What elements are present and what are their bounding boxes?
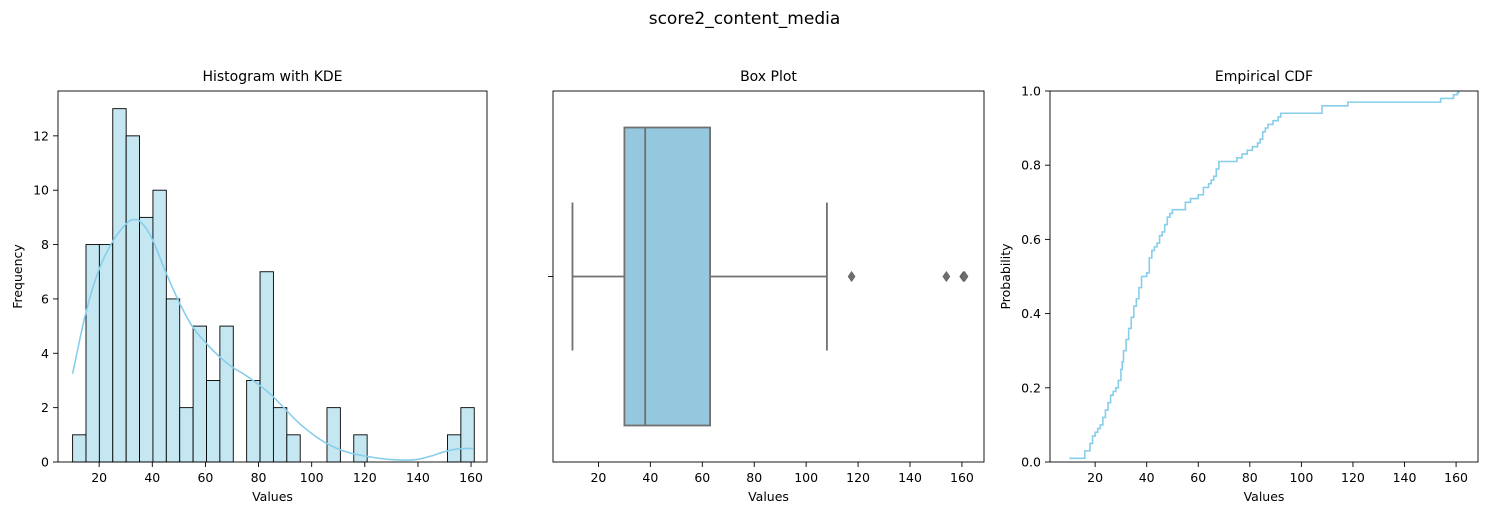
x-tick-label: 60	[197, 470, 213, 485]
x-tick-label: 100	[300, 470, 324, 485]
x-tick-label: 140	[1393, 470, 1417, 485]
histogram-bar	[98, 244, 114, 463]
ecdf-step-line	[1069, 91, 1460, 460]
histogram-bar	[326, 407, 341, 463]
x-tick-label: 20	[590, 470, 606, 485]
histogram-ylabel: Frequency	[10, 244, 25, 309]
y-tick-label: 0	[41, 455, 49, 470]
ecdf-xlabel: Values	[1244, 489, 1285, 504]
histogram-bar	[165, 298, 181, 463]
x-tick-label: 100	[1289, 470, 1313, 485]
histogram-bar	[286, 434, 301, 463]
figure-suptitle: score2_content_media	[649, 9, 841, 29]
histogram-bar	[179, 407, 194, 463]
ecdf-axes-frame	[1049, 90, 1479, 463]
histogram-bar	[353, 434, 368, 463]
y-tick-label: 10	[33, 183, 49, 198]
histogram-bar	[72, 434, 87, 463]
y-tick-label: 0.8	[1021, 158, 1041, 173]
histogram-panel: Histogram with KDE 20 40 60 80 100 120 140 160 …	[10, 69, 488, 504]
histogram-bar	[85, 244, 100, 463]
histogram-axes-frame	[57, 90, 488, 463]
histogram-bar	[152, 189, 167, 463]
histogram-bar	[219, 325, 234, 463]
histogram-bar	[192, 325, 207, 463]
histogram-bar	[112, 108, 127, 463]
y-tick-label: 4	[41, 346, 49, 361]
histogram-title: Histogram with KDE	[202, 69, 342, 85]
x-tick-label: 160	[1444, 470, 1468, 485]
y-tick-label: 0.4	[1021, 306, 1041, 321]
outlier-point	[847, 270, 856, 283]
iqr-box	[623, 126, 711, 427]
outlier-point	[942, 270, 951, 283]
y-tick-label: 0.0	[1021, 455, 1041, 470]
boxplot-title: Box Plot	[740, 69, 797, 85]
boxplot-xlabel: Values	[748, 489, 789, 504]
y-tick-label: 0.2	[1021, 380, 1041, 395]
y-tick-label: 6	[41, 291, 49, 306]
x-tick-label: 120	[353, 470, 377, 485]
histogram-bar	[272, 407, 288, 463]
histogram-bar	[259, 271, 274, 463]
y-tick-label: 0.6	[1021, 232, 1041, 247]
x-tick-label: 60	[694, 470, 710, 485]
ecdf-ylabel: Probability	[998, 243, 1013, 310]
x-tick-label: 160	[950, 470, 974, 485]
x-tick-label: 80	[746, 470, 762, 485]
y-tick-label: 12	[33, 128, 49, 143]
boxplot-panel: Box Plot 20 40 60 80 100 120 140 160 Values	[548, 69, 985, 504]
x-tick-label: 160	[459, 470, 483, 485]
x-tick-label: 40	[144, 470, 160, 485]
histogram-bar	[139, 216, 154, 463]
histogram-bar	[460, 407, 475, 463]
histogram-bar	[246, 380, 261, 463]
x-tick-label: 120	[846, 470, 870, 485]
y-tick-label: 2	[41, 400, 49, 415]
x-tick-label: 80	[251, 470, 267, 485]
x-tick-label: 80	[1242, 470, 1258, 485]
x-tick-label: 40	[642, 470, 658, 485]
ecdf-title: Empirical CDF	[1215, 69, 1313, 85]
histogram-bar	[206, 380, 221, 463]
histogram-bar	[125, 135, 140, 463]
x-tick-label: 20	[1087, 470, 1103, 485]
x-tick-label: 100	[794, 470, 818, 485]
x-tick-label: 40	[1139, 470, 1155, 485]
x-tick-label: 20	[91, 470, 107, 485]
histogram-xlabel: Values	[252, 489, 293, 504]
kde-line	[71, 218, 474, 461]
outlier-point	[960, 270, 969, 283]
y-tick-label: 1.0	[1021, 84, 1041, 99]
x-tick-label: 120	[1341, 470, 1365, 485]
x-tick-label: 60	[1190, 470, 1206, 485]
ecdf-panel: Empirical CDF 20 40 60 80 100 120 140 160 0.0 0.…	[998, 69, 1479, 504]
x-tick-label: 140	[898, 470, 922, 485]
y-tick-label: 8	[41, 237, 49, 252]
x-tick-label: 140	[406, 470, 430, 485]
